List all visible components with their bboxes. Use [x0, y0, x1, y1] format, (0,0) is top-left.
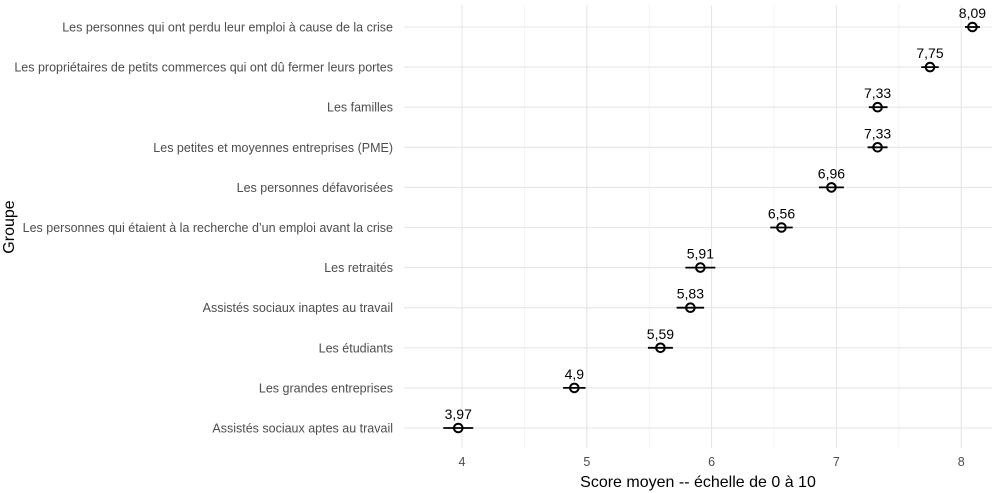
data-label: 4,9 [565, 366, 585, 382]
data-label: 3,97 [445, 406, 472, 422]
x-tick-label: 8 [958, 455, 965, 469]
category-label: Les personnes qui étaient à la recherche… [23, 221, 393, 235]
x-tick-label: 5 [583, 455, 590, 469]
data-label: 5,91 [687, 246, 714, 262]
data-label: 7,75 [916, 45, 943, 61]
category-label: Assistés sociaux inaptes au travail [203, 301, 393, 315]
data-label: 5,59 [647, 326, 674, 342]
category-label: Les personnes qui ont perdu leur emploi … [62, 21, 393, 35]
x-axis-title: Score moyen -- échelle de 0 à 10 [580, 474, 816, 491]
category-label: Les familles [327, 101, 393, 115]
y-axis-title: Groupe [1, 200, 18, 253]
data-point [776, 222, 787, 233]
x-tick-label: 6 [708, 455, 715, 469]
points-layer [452, 21, 978, 434]
data-point [695, 262, 706, 273]
data-point [967, 21, 978, 33]
data-label: 6,56 [768, 206, 795, 222]
data-point [685, 302, 696, 314]
data-label: 7,33 [864, 125, 891, 141]
data-point [872, 101, 883, 113]
data-point [569, 382, 580, 394]
category-label: Les étudiants [319, 341, 393, 355]
x-tick-labels: 4 5 6 7 8 [459, 455, 965, 469]
data-point [655, 342, 666, 354]
data-label: 8,09 [959, 5, 986, 21]
category-label: Les petites et moyennes entreprises (PME… [153, 141, 393, 155]
error-bars-layer [443, 26, 980, 429]
grid-layer [404, 5, 992, 448]
x-tick-label: 7 [833, 455, 840, 469]
category-label: Assistés sociaux aptes au travail [212, 422, 393, 436]
data-labels-layer: 8,09 7,75 7,33 7,33 6,96 6,56 5,91 5,83 5,59 4,9 3… [445, 5, 987, 422]
data-point [452, 422, 464, 434]
category-label: Les personnes défavorisées [237, 181, 393, 195]
category-label: Les retraités [324, 261, 393, 275]
data-label: 7,33 [864, 85, 891, 101]
category-label: Les propriétaires de petits commerces qu… [14, 61, 393, 75]
data-label: 5,83 [677, 286, 704, 302]
y-tick-labels: Les personnes qui ont perdu leur emploi … [14, 21, 393, 436]
data-label: 6,96 [818, 165, 845, 181]
category-label: Les grandes entreprises [259, 381, 393, 395]
data-point [826, 182, 837, 193]
data-point [872, 142, 883, 153]
x-tick-label: 4 [459, 455, 466, 469]
data-point [924, 61, 936, 73]
